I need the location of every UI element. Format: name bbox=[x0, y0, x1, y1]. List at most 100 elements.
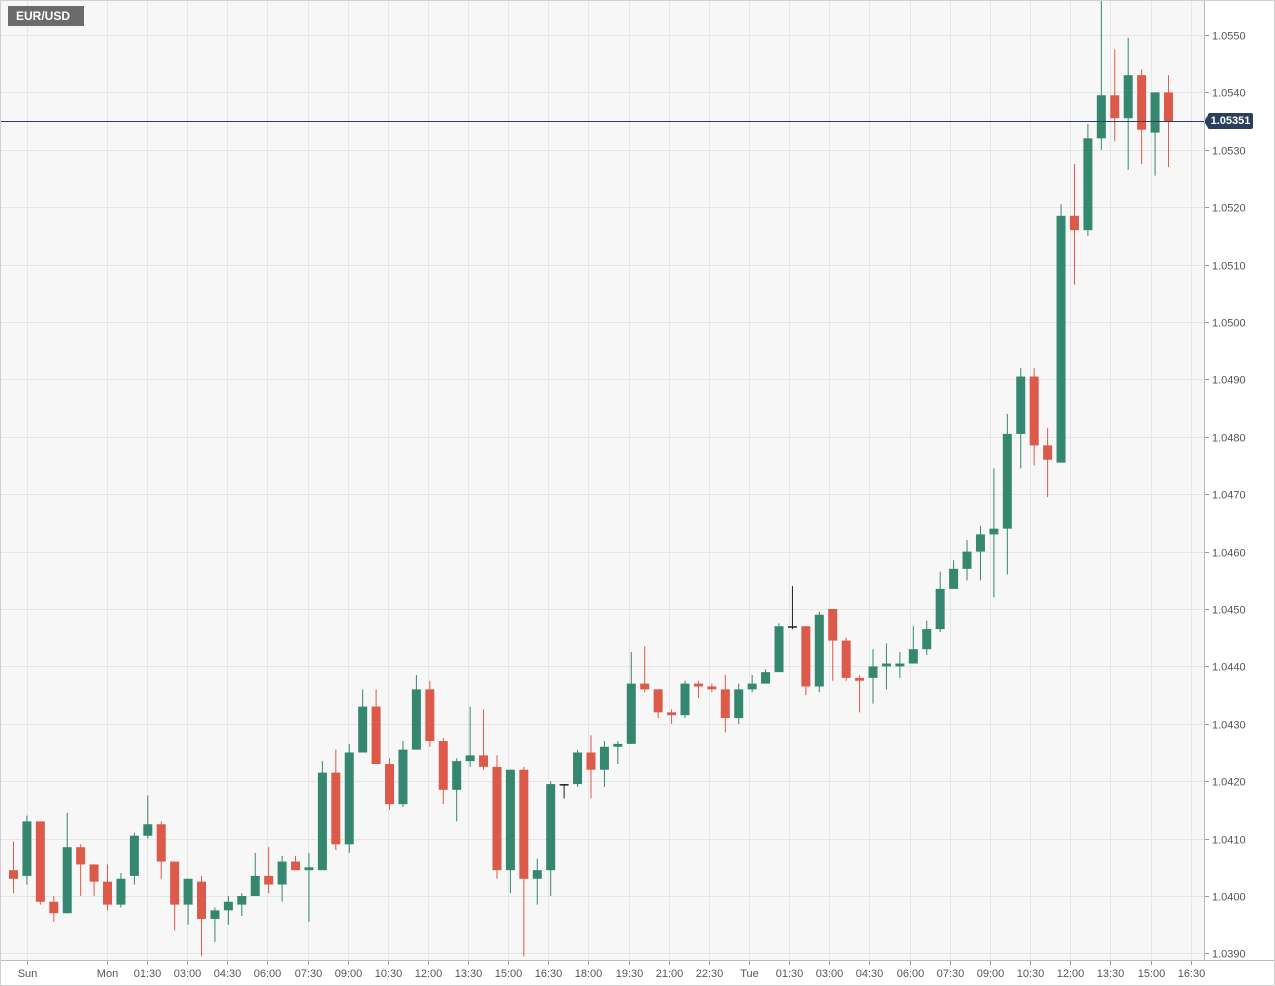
x-tick-label: 03:00 bbox=[174, 968, 202, 980]
candle-body bbox=[1123, 75, 1133, 119]
candle-body bbox=[116, 878, 126, 905]
x-tick-label: 19:30 bbox=[616, 968, 644, 980]
candle-body bbox=[1150, 92, 1160, 133]
candle-body bbox=[613, 743, 623, 747]
candle-body bbox=[573, 752, 583, 785]
candle-body bbox=[1083, 138, 1093, 231]
candle-body bbox=[1137, 75, 1147, 130]
candle-body bbox=[22, 821, 32, 876]
x-tick-label: 12:00 bbox=[415, 968, 443, 980]
x-tick-label: 04:30 bbox=[214, 968, 242, 980]
candle-down bbox=[1043, 428, 1053, 498]
y-tick-label: 1.0470 bbox=[1212, 490, 1246, 502]
y-tick-label: 1.0450 bbox=[1212, 605, 1246, 617]
candle-up bbox=[881, 643, 891, 690]
candle-up bbox=[1150, 92, 1160, 176]
candle-down bbox=[197, 875, 207, 957]
candle-up bbox=[599, 741, 609, 787]
candle-body bbox=[828, 609, 838, 641]
candle-body bbox=[1069, 215, 1079, 231]
candle-body bbox=[1110, 95, 1120, 119]
plot-background bbox=[0, 0, 1204, 960]
candle-body bbox=[237, 896, 247, 905]
candle-up bbox=[62, 812, 72, 914]
candle-up bbox=[734, 683, 744, 724]
x-tick-label: Mon bbox=[97, 968, 118, 980]
candle-doji bbox=[787, 586, 797, 630]
x-tick-label: 04:30 bbox=[856, 968, 884, 980]
candle-body bbox=[62, 847, 72, 914]
candle-up bbox=[680, 680, 690, 719]
candle-up bbox=[949, 560, 959, 589]
candle-body bbox=[707, 686, 717, 690]
candle-body bbox=[626, 683, 636, 744]
candle-up bbox=[129, 832, 139, 885]
candle-up bbox=[908, 626, 918, 664]
candle-body bbox=[680, 683, 690, 716]
candle-body bbox=[49, 901, 59, 914]
y-tick-label: 1.0420 bbox=[1212, 777, 1246, 789]
candle-up bbox=[868, 649, 878, 704]
candle-body bbox=[1002, 433, 1012, 529]
y-tick-label: 1.0440 bbox=[1212, 662, 1246, 674]
candle-body bbox=[949, 568, 959, 589]
candle-down bbox=[519, 766, 529, 957]
candle-down bbox=[35, 821, 45, 905]
candle-down bbox=[479, 709, 489, 770]
x-tick-label: Sun bbox=[18, 968, 38, 980]
x-tick-label: 06:00 bbox=[254, 968, 282, 980]
candle-body bbox=[868, 666, 878, 678]
x-tick-label: 12:00 bbox=[1057, 968, 1085, 980]
candle-up bbox=[505, 769, 515, 894]
candle-down bbox=[1110, 49, 1120, 142]
candle-up bbox=[962, 540, 972, 581]
candle-body bbox=[35, 821, 45, 902]
candle-up bbox=[465, 706, 475, 767]
candle-down bbox=[1069, 164, 1079, 285]
candle-body bbox=[210, 910, 220, 919]
candle-body bbox=[9, 870, 18, 879]
candle-body bbox=[197, 881, 207, 919]
x-tick-label: Tue bbox=[740, 968, 759, 980]
candle-body bbox=[787, 626, 797, 628]
candle-body bbox=[559, 784, 569, 786]
x-tick-label: 03:00 bbox=[816, 968, 844, 980]
candle-body bbox=[841, 640, 851, 678]
candle-body bbox=[667, 712, 677, 716]
candle-up bbox=[237, 893, 247, 917]
y-tick-label: 1.0520 bbox=[1212, 203, 1246, 215]
candle-up bbox=[116, 873, 126, 908]
candle-body bbox=[975, 534, 985, 552]
candle-up bbox=[210, 907, 220, 942]
candle-body bbox=[881, 663, 891, 667]
x-tick-label: 21:00 bbox=[656, 968, 684, 980]
x-tick-label: 07:30 bbox=[295, 968, 323, 980]
price-tag-arrow bbox=[1204, 113, 1209, 130]
x-tick-label: 16:30 bbox=[1178, 968, 1206, 980]
candle-up bbox=[573, 749, 583, 787]
candle-down bbox=[49, 896, 59, 922]
candle-down bbox=[801, 626, 811, 696]
candle-body bbox=[425, 689, 435, 742]
x-tick-label: 09:00 bbox=[977, 968, 1005, 980]
candle-body bbox=[774, 626, 784, 673]
candle-body bbox=[183, 878, 193, 905]
candle-down bbox=[640, 646, 650, 693]
candle-up bbox=[183, 878, 193, 925]
candle-body bbox=[479, 755, 489, 767]
candle-body bbox=[452, 761, 462, 790]
candle-body bbox=[989, 528, 999, 535]
candle-up bbox=[1002, 413, 1012, 575]
candle-up bbox=[344, 743, 354, 853]
candle-body bbox=[546, 784, 556, 871]
candle-up bbox=[895, 652, 905, 678]
candle-body bbox=[747, 683, 757, 690]
candle-up bbox=[922, 620, 932, 655]
x-tick-label: 13:30 bbox=[455, 968, 483, 980]
candle-body bbox=[1029, 376, 1039, 446]
candle-body bbox=[170, 861, 180, 905]
candle-up bbox=[774, 623, 784, 673]
candle-body bbox=[358, 706, 368, 753]
